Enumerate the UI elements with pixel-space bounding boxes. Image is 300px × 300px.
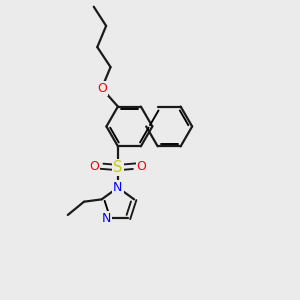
- Text: N: N: [102, 212, 111, 225]
- Text: O: O: [89, 160, 99, 172]
- Text: O: O: [136, 160, 146, 172]
- Text: O: O: [97, 82, 106, 95]
- Text: S: S: [113, 160, 123, 175]
- Text: N: N: [113, 181, 123, 194]
